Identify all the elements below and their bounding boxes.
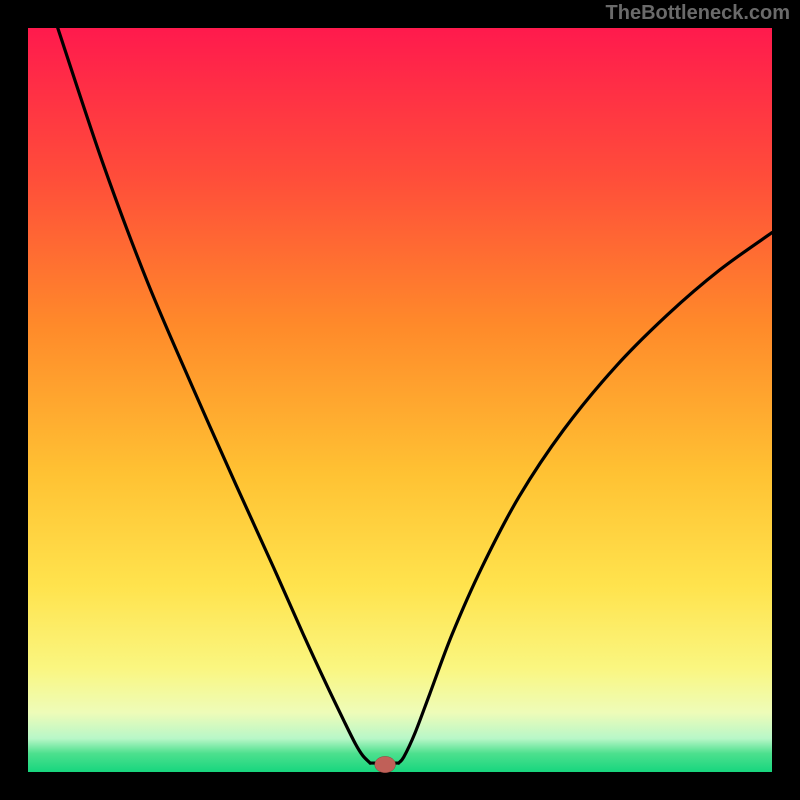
optimal-point-marker (375, 756, 396, 772)
chart-gradient-background (28, 28, 772, 772)
bottleneck-chart (0, 0, 800, 800)
watermark-text: TheBottleneck.com (606, 2, 790, 25)
